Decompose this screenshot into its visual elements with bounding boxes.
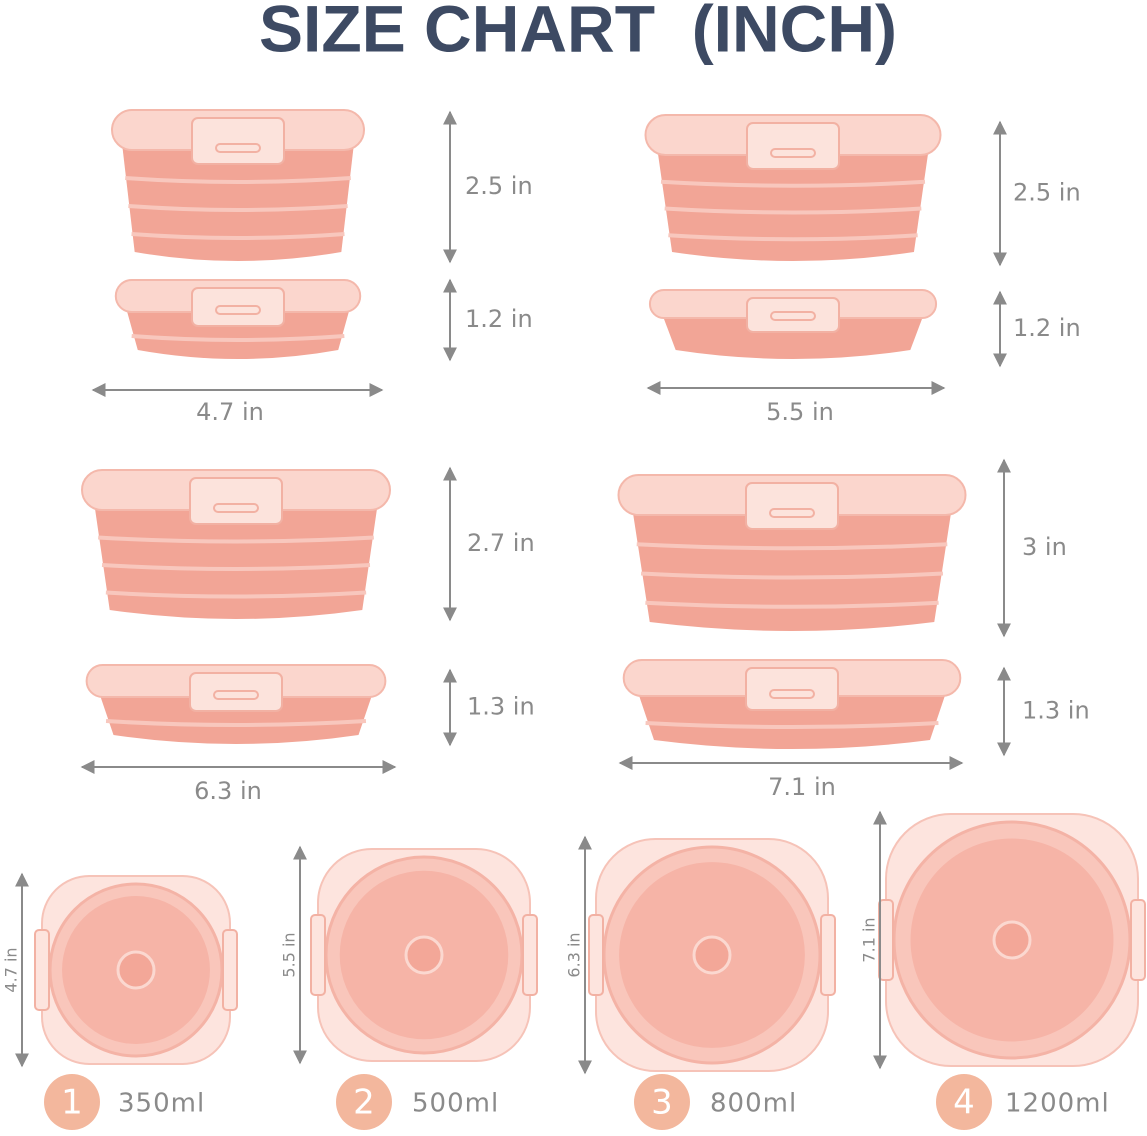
container-body: [661, 312, 925, 359]
badge-number: 4: [953, 1083, 975, 1123]
diameter: 5.5 in: [766, 398, 834, 426]
clip-slot: [769, 689, 815, 699]
container-fold: [645, 600, 939, 609]
clip-slot: [769, 508, 815, 518]
diameter: 6.3 in: [565, 932, 584, 977]
side-clip: [588, 914, 604, 996]
badge-number: 1: [61, 1083, 83, 1123]
badge-number: 3: [651, 1083, 673, 1123]
diameter: 7.1 in: [768, 773, 836, 801]
container-fold: [664, 206, 922, 215]
lid-clip: [189, 477, 283, 525]
title: SIZE CHART (INCH): [259, 0, 897, 65]
container-fold: [128, 204, 348, 212]
badge: [44, 1074, 100, 1130]
diameter: 7.1 in: [860, 917, 879, 962]
side-clip: [522, 914, 538, 996]
badge: [336, 1074, 392, 1130]
capacity: 500ml: [412, 1089, 499, 1119]
container-fold: [105, 719, 367, 727]
side-clip: [222, 929, 238, 1011]
clip-slot: [213, 690, 259, 700]
expanded-height: 2.7 in: [467, 529, 535, 557]
container-body: [632, 509, 952, 631]
diameter: 4.7 in: [196, 398, 264, 426]
capacity: 1200ml: [1005, 1089, 1110, 1119]
container-fold: [668, 233, 918, 242]
vent: [992, 920, 1032, 960]
container-body: [98, 691, 374, 744]
collapsed-height: 1.3 in: [467, 693, 535, 721]
container-body: [637, 690, 947, 749]
diameter: 6.3 in: [194, 777, 262, 805]
container-fold: [125, 176, 351, 184]
container-fold: [105, 590, 367, 599]
badge: [634, 1074, 690, 1130]
container-body: [94, 504, 378, 619]
collapsed-height: 1.2 in: [465, 305, 533, 333]
container-fold: [660, 179, 926, 188]
container-fold: [636, 542, 948, 551]
container-fold: [645, 721, 939, 729]
side-clip: [310, 914, 326, 996]
side-clip: [820, 914, 836, 996]
container-fold: [101, 563, 371, 571]
collapsed-height: 1.3 in: [1022, 697, 1090, 725]
vent: [692, 935, 732, 975]
side-clip: [878, 899, 894, 981]
container-fold: [640, 571, 944, 580]
lid-clip: [191, 117, 285, 165]
lid-clip: [745, 482, 839, 530]
expanded-height: 2.5 in: [1013, 179, 1081, 207]
container-fold: [98, 535, 374, 544]
clip-slot: [213, 503, 259, 513]
container-body: [122, 144, 354, 261]
clip-slot: [770, 311, 816, 321]
diameter: 5.5 in: [280, 932, 299, 977]
diameter: 4.7 in: [2, 947, 21, 992]
container-fold: [131, 334, 345, 342]
clip-slot: [215, 305, 261, 315]
side-clip: [34, 929, 50, 1011]
capacity: 800ml: [710, 1089, 797, 1119]
badge: [936, 1074, 992, 1130]
lid-clip: [746, 122, 840, 170]
side-clip: [1130, 899, 1146, 981]
collapsed-height: 1.2 in: [1013, 314, 1081, 342]
vent: [404, 935, 444, 975]
expanded-height: 2.5 in: [465, 172, 533, 200]
vent: [116, 950, 156, 990]
lid-clip: [746, 297, 840, 333]
container-body: [657, 149, 929, 261]
expanded-height: 3 in: [1022, 533, 1067, 561]
container-body: [125, 306, 351, 359]
clip-slot: [215, 143, 261, 153]
container-fold: [131, 232, 345, 240]
badge-number: 2: [353, 1083, 375, 1123]
clip-slot: [770, 148, 816, 158]
capacity: 350ml: [118, 1089, 205, 1119]
